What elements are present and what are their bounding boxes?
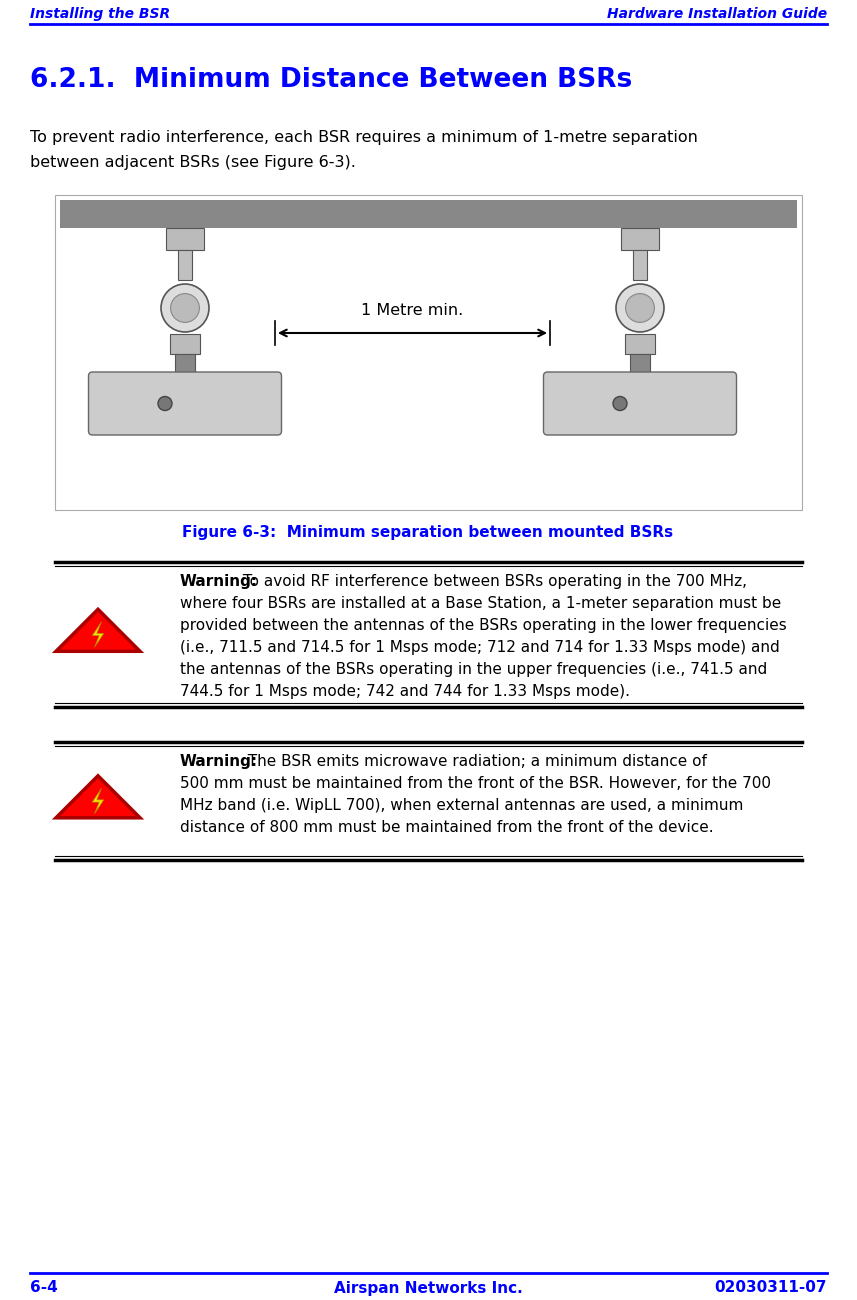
Circle shape [158,396,172,411]
Text: provided between the antennas of the BSRs operating in the lower frequencies: provided between the antennas of the BSR… [180,618,787,633]
Text: The BSR emits microwave radiation; a minimum distance of: The BSR emits microwave radiation; a min… [238,754,707,770]
Bar [170,334,200,354]
Bar [55,195,802,510]
Circle shape [616,283,664,332]
Text: Figure 6-3:  Minimum separation between mounted BSRs: Figure 6-3: Minimum separation between m… [183,524,674,539]
Text: Hardware Installation Guide: Hardware Installation Guide [607,6,827,21]
Text: distance of 800 mm must be maintained from the front of the device.: distance of 800 mm must be maintained fr… [180,820,714,835]
Text: the antennas of the BSRs operating in the upper frequencies (i.e., 741.5 and: the antennas of the BSRs operating in th… [180,662,767,677]
Text: To prevent radio interference, each BSR requires a minimum of 1-metre separation: To prevent radio interference, each BSR … [30,130,698,146]
Circle shape [613,396,627,411]
Circle shape [161,283,209,332]
Text: 6.2.1.  Minimum Distance Between BSRs: 6.2.1. Minimum Distance Between BSRs [30,68,632,94]
Bar [175,354,195,376]
Text: 744.5 for 1 Msps mode; 742 and 744 for 1.33 Msps mode).: 744.5 for 1 Msps mode; 742 and 744 for 1… [180,684,630,699]
Bar [60,200,797,227]
Text: Warning:: Warning: [180,575,258,589]
Text: Installing the BSR: Installing the BSR [30,6,171,21]
Bar [166,227,204,250]
Text: where four BSRs are installed at a Base Station, a 1-meter separation must be: where four BSRs are installed at a Base … [180,595,782,611]
Text: (i.e., 711.5 and 714.5 for 1 Msps mode; 712 and 714 for 1.33 Msps mode) and: (i.e., 711.5 and 714.5 for 1 Msps mode; … [180,640,780,655]
Bar [630,354,650,376]
Circle shape [626,294,655,322]
Circle shape [171,294,200,322]
Polygon shape [56,776,140,818]
FancyBboxPatch shape [543,372,736,436]
Polygon shape [93,621,104,647]
Bar [178,250,192,280]
Text: MHz band (i.e. WipLL 700), when external antennas are used, a minimum: MHz band (i.e. WipLL 700), when external… [180,798,743,812]
FancyBboxPatch shape [88,372,281,436]
Bar [633,250,647,280]
Text: Warning:: Warning: [180,754,258,770]
Text: 02030311-07: 02030311-07 [715,1280,827,1296]
Bar [621,227,659,250]
Text: 500 mm must be maintained from the front of the BSR. However, for the 700: 500 mm must be maintained from the front… [180,776,771,790]
Polygon shape [93,788,104,814]
Text: between adjacent BSRs (see Figure 6-3).: between adjacent BSRs (see Figure 6-3). [30,155,356,170]
Text: Airspan Networks Inc.: Airspan Networks Inc. [333,1280,523,1296]
Polygon shape [56,610,140,651]
Bar [625,334,655,354]
Text: To avoid RF interference between BSRs operating in the 700 MHz,: To avoid RF interference between BSRs op… [238,575,747,589]
Text: 1 Metre min.: 1 Metre min. [362,303,464,318]
Text: 6-4: 6-4 [30,1280,57,1296]
